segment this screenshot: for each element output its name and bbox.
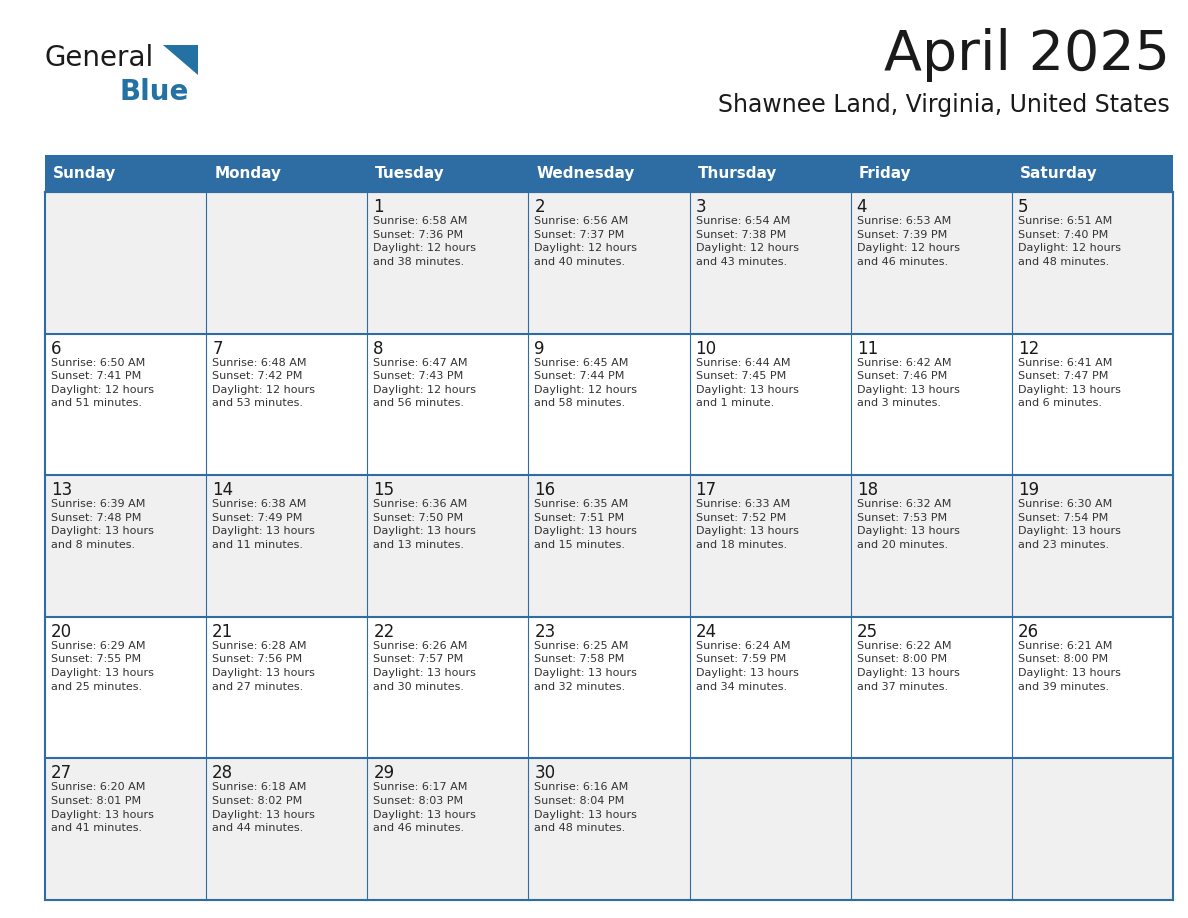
Text: Sunrise: 6:41 AM
Sunset: 7:47 PM
Daylight: 13 hours
and 6 minutes.: Sunrise: 6:41 AM Sunset: 7:47 PM Dayligh… (1018, 358, 1120, 409)
Text: Sunrise: 6:18 AM
Sunset: 8:02 PM
Daylight: 13 hours
and 44 minutes.: Sunrise: 6:18 AM Sunset: 8:02 PM Dayligh… (213, 782, 315, 834)
Text: Sunday: Sunday (53, 166, 116, 181)
Text: 7: 7 (213, 340, 222, 358)
Text: 12: 12 (1018, 340, 1040, 358)
Text: 13: 13 (51, 481, 72, 499)
Text: Sunrise: 6:53 AM
Sunset: 7:39 PM
Daylight: 12 hours
and 46 minutes.: Sunrise: 6:53 AM Sunset: 7:39 PM Dayligh… (857, 216, 960, 267)
Text: 4: 4 (857, 198, 867, 216)
Bar (45, 333, 1173, 476)
Text: 2: 2 (535, 198, 545, 216)
Text: Sunrise: 6:54 AM
Sunset: 7:38 PM
Daylight: 12 hours
and 43 minutes.: Sunrise: 6:54 AM Sunset: 7:38 PM Dayligh… (695, 216, 798, 267)
Text: 20: 20 (51, 622, 72, 641)
Text: Sunrise: 6:39 AM
Sunset: 7:48 PM
Daylight: 13 hours
and 8 minutes.: Sunrise: 6:39 AM Sunset: 7:48 PM Dayligh… (51, 499, 154, 550)
Text: Sunrise: 6:32 AM
Sunset: 7:53 PM
Daylight: 13 hours
and 20 minutes.: Sunrise: 6:32 AM Sunset: 7:53 PM Dayligh… (857, 499, 960, 550)
Text: 18: 18 (857, 481, 878, 499)
Text: 8: 8 (373, 340, 384, 358)
Text: 3: 3 (695, 198, 706, 216)
Text: 14: 14 (213, 481, 233, 499)
Text: Sunrise: 6:28 AM
Sunset: 7:56 PM
Daylight: 13 hours
and 27 minutes.: Sunrise: 6:28 AM Sunset: 7:56 PM Dayligh… (213, 641, 315, 691)
Text: 26: 26 (1018, 622, 1040, 641)
Text: April 2025: April 2025 (884, 28, 1170, 82)
Text: Thursday: Thursday (697, 166, 777, 181)
Text: Tuesday: Tuesday (375, 166, 446, 181)
Bar (45, 476, 1173, 617)
Text: Sunrise: 6:45 AM
Sunset: 7:44 PM
Daylight: 12 hours
and 58 minutes.: Sunrise: 6:45 AM Sunset: 7:44 PM Dayligh… (535, 358, 638, 409)
Bar (45, 155, 1173, 192)
Polygon shape (163, 45, 198, 75)
Text: Friday: Friday (859, 166, 911, 181)
Text: 1: 1 (373, 198, 384, 216)
Text: 10: 10 (695, 340, 716, 358)
Text: 24: 24 (695, 622, 716, 641)
Text: 30: 30 (535, 765, 556, 782)
Text: Sunrise: 6:29 AM
Sunset: 7:55 PM
Daylight: 13 hours
and 25 minutes.: Sunrise: 6:29 AM Sunset: 7:55 PM Dayligh… (51, 641, 154, 691)
Text: Shawnee Land, Virginia, United States: Shawnee Land, Virginia, United States (719, 93, 1170, 117)
Text: 25: 25 (857, 622, 878, 641)
Text: 28: 28 (213, 765, 233, 782)
Text: Sunrise: 6:22 AM
Sunset: 8:00 PM
Daylight: 13 hours
and 37 minutes.: Sunrise: 6:22 AM Sunset: 8:00 PM Dayligh… (857, 641, 960, 691)
Text: 6: 6 (51, 340, 62, 358)
Text: Sunrise: 6:26 AM
Sunset: 7:57 PM
Daylight: 13 hours
and 30 minutes.: Sunrise: 6:26 AM Sunset: 7:57 PM Dayligh… (373, 641, 476, 691)
Text: 15: 15 (373, 481, 394, 499)
Text: 16: 16 (535, 481, 556, 499)
Text: Blue: Blue (120, 78, 189, 106)
Bar (45, 758, 1173, 900)
Text: Sunrise: 6:48 AM
Sunset: 7:42 PM
Daylight: 12 hours
and 53 minutes.: Sunrise: 6:48 AM Sunset: 7:42 PM Dayligh… (213, 358, 315, 409)
Text: 29: 29 (373, 765, 394, 782)
Text: 22: 22 (373, 622, 394, 641)
Text: Sunrise: 6:20 AM
Sunset: 8:01 PM
Daylight: 13 hours
and 41 minutes.: Sunrise: 6:20 AM Sunset: 8:01 PM Dayligh… (51, 782, 154, 834)
Text: Sunrise: 6:44 AM
Sunset: 7:45 PM
Daylight: 13 hours
and 1 minute.: Sunrise: 6:44 AM Sunset: 7:45 PM Dayligh… (695, 358, 798, 409)
Text: Sunrise: 6:25 AM
Sunset: 7:58 PM
Daylight: 13 hours
and 32 minutes.: Sunrise: 6:25 AM Sunset: 7:58 PM Dayligh… (535, 641, 637, 691)
Text: Sunrise: 6:35 AM
Sunset: 7:51 PM
Daylight: 13 hours
and 15 minutes.: Sunrise: 6:35 AM Sunset: 7:51 PM Dayligh… (535, 499, 637, 550)
Text: Sunrise: 6:56 AM
Sunset: 7:37 PM
Daylight: 12 hours
and 40 minutes.: Sunrise: 6:56 AM Sunset: 7:37 PM Dayligh… (535, 216, 638, 267)
Text: 21: 21 (213, 622, 233, 641)
Text: 9: 9 (535, 340, 545, 358)
Text: Saturday: Saturday (1019, 166, 1098, 181)
Text: Sunrise: 6:42 AM
Sunset: 7:46 PM
Daylight: 13 hours
and 3 minutes.: Sunrise: 6:42 AM Sunset: 7:46 PM Dayligh… (857, 358, 960, 409)
Text: Sunrise: 6:30 AM
Sunset: 7:54 PM
Daylight: 13 hours
and 23 minutes.: Sunrise: 6:30 AM Sunset: 7:54 PM Dayligh… (1018, 499, 1120, 550)
Text: Sunrise: 6:21 AM
Sunset: 8:00 PM
Daylight: 13 hours
and 39 minutes.: Sunrise: 6:21 AM Sunset: 8:00 PM Dayligh… (1018, 641, 1120, 691)
Text: Sunrise: 6:51 AM
Sunset: 7:40 PM
Daylight: 12 hours
and 48 minutes.: Sunrise: 6:51 AM Sunset: 7:40 PM Dayligh… (1018, 216, 1120, 267)
Text: Sunrise: 6:50 AM
Sunset: 7:41 PM
Daylight: 12 hours
and 51 minutes.: Sunrise: 6:50 AM Sunset: 7:41 PM Dayligh… (51, 358, 154, 409)
Text: 19: 19 (1018, 481, 1040, 499)
Text: General: General (45, 44, 154, 72)
Text: Sunrise: 6:47 AM
Sunset: 7:43 PM
Daylight: 12 hours
and 56 minutes.: Sunrise: 6:47 AM Sunset: 7:43 PM Dayligh… (373, 358, 476, 409)
Text: Monday: Monday (214, 166, 282, 181)
Text: 5: 5 (1018, 198, 1029, 216)
Text: 27: 27 (51, 765, 72, 782)
Text: Wednesday: Wednesday (537, 166, 634, 181)
Text: 23: 23 (535, 622, 556, 641)
Text: Sunrise: 6:58 AM
Sunset: 7:36 PM
Daylight: 12 hours
and 38 minutes.: Sunrise: 6:58 AM Sunset: 7:36 PM Dayligh… (373, 216, 476, 267)
Text: Sunrise: 6:36 AM
Sunset: 7:50 PM
Daylight: 13 hours
and 13 minutes.: Sunrise: 6:36 AM Sunset: 7:50 PM Dayligh… (373, 499, 476, 550)
Bar (45, 192, 1173, 333)
Text: 11: 11 (857, 340, 878, 358)
Text: Sunrise: 6:17 AM
Sunset: 8:03 PM
Daylight: 13 hours
and 46 minutes.: Sunrise: 6:17 AM Sunset: 8:03 PM Dayligh… (373, 782, 476, 834)
Text: Sunrise: 6:16 AM
Sunset: 8:04 PM
Daylight: 13 hours
and 48 minutes.: Sunrise: 6:16 AM Sunset: 8:04 PM Dayligh… (535, 782, 637, 834)
Bar (45, 617, 1173, 758)
Text: 17: 17 (695, 481, 716, 499)
Text: Sunrise: 6:38 AM
Sunset: 7:49 PM
Daylight: 13 hours
and 11 minutes.: Sunrise: 6:38 AM Sunset: 7:49 PM Dayligh… (213, 499, 315, 550)
Text: Sunrise: 6:33 AM
Sunset: 7:52 PM
Daylight: 13 hours
and 18 minutes.: Sunrise: 6:33 AM Sunset: 7:52 PM Dayligh… (695, 499, 798, 550)
Text: Sunrise: 6:24 AM
Sunset: 7:59 PM
Daylight: 13 hours
and 34 minutes.: Sunrise: 6:24 AM Sunset: 7:59 PM Dayligh… (695, 641, 798, 691)
